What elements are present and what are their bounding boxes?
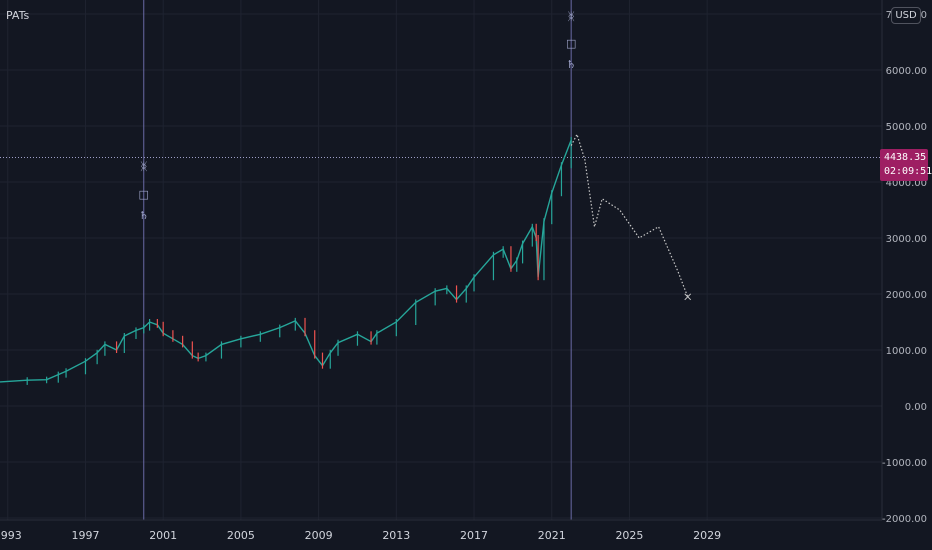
y-tick-label: 6000.00 <box>886 66 927 77</box>
x-tick-label: 2001 <box>149 529 177 542</box>
y-tick-label: 2000.00 <box>886 290 927 301</box>
price-series-line <box>0 139 572 383</box>
marker-glyph: □ <box>566 37 576 50</box>
marker-glyph: ᛤ <box>568 10 575 23</box>
x-tick-label: 2025 <box>615 529 643 542</box>
x-tick-label: 2009 <box>305 529 333 542</box>
marker-glyph: ᛤ <box>140 160 147 173</box>
marker-glyph: ♄ <box>566 58 576 71</box>
x-tick-label: 2021 <box>538 529 566 542</box>
x-tick-label: 1993 <box>0 529 22 542</box>
x-tick-label: 2005 <box>227 529 255 542</box>
marker-glyph: ♄ <box>139 209 149 222</box>
x-tick-label: 2017 <box>460 529 488 542</box>
x-tick-label: 2029 <box>693 529 721 542</box>
projection-end-marker <box>684 293 692 301</box>
currency-button[interactable]: USD <box>891 7 921 24</box>
last-price-badge: 4438.35 02:09:51 <box>880 149 932 181</box>
study-label[interactable]: PATs <box>6 9 30 22</box>
y-tick-label: 3000.00 <box>886 234 927 245</box>
projection-path <box>570 132 689 298</box>
y-tick-label: 4000.00 <box>886 178 927 189</box>
y-tick-label: 5000.00 <box>886 122 927 133</box>
last-price-value: 4438.35 <box>884 152 927 163</box>
y-tick-label: 0.00 <box>905 402 927 413</box>
x-tick-label: 1997 <box>71 529 99 542</box>
bar-countdown: 02:09:51 <box>884 166 932 177</box>
x-tick-label: 2013 <box>382 529 410 542</box>
y-tick-label: -1000.00 <box>882 458 927 469</box>
y-tick-label: -2000.00 <box>882 514 927 525</box>
y-tick-label: 1000.00 <box>886 346 927 357</box>
marker-glyph: □ <box>139 188 149 201</box>
